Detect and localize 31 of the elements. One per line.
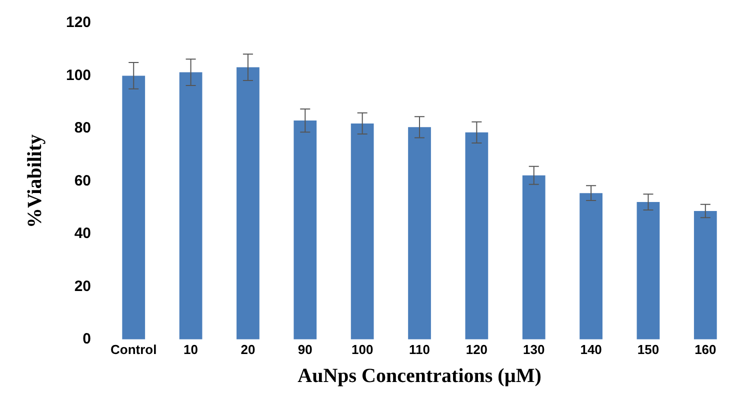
x-tick-label: 150 bbox=[637, 342, 660, 357]
y-tick-label: 100 bbox=[66, 66, 92, 84]
x-tick-label: 160 bbox=[694, 342, 716, 357]
bar bbox=[580, 193, 602, 340]
x-tick-label: 120 bbox=[466, 342, 488, 357]
bar bbox=[408, 127, 431, 340]
x-tick-label: 140 bbox=[580, 342, 602, 357]
bar bbox=[694, 210, 717, 340]
x-axis-title: AuNps Concentrations (µM) bbox=[298, 365, 542, 388]
x-tick-label: 10 bbox=[184, 342, 198, 357]
y-tick-label: 0 bbox=[82, 330, 92, 348]
y-tick-label: 40 bbox=[74, 225, 92, 242]
bar bbox=[179, 72, 202, 340]
bar bbox=[350, 123, 374, 340]
x-tick-label: 110 bbox=[409, 342, 430, 357]
x-tick-label: 20 bbox=[240, 342, 256, 357]
bar bbox=[236, 67, 260, 340]
y-tick-label: 120 bbox=[66, 14, 92, 32]
y-tick-label: 20 bbox=[74, 278, 92, 295]
bar bbox=[465, 132, 488, 340]
bar bbox=[122, 76, 146, 340]
bar bbox=[636, 202, 660, 340]
x-tick-label: 90 bbox=[298, 342, 312, 357]
bar bbox=[294, 120, 317, 340]
y-tick-label: 60 bbox=[74, 172, 92, 190]
y-tick-label: 80 bbox=[74, 120, 92, 137]
bar bbox=[522, 175, 546, 340]
y-axis-title: %Viability bbox=[24, 134, 46, 228]
x-tick-label: 100 bbox=[351, 342, 374, 357]
x-tick-label: 130 bbox=[523, 342, 545, 357]
x-tick-label: Control bbox=[110, 342, 157, 357]
